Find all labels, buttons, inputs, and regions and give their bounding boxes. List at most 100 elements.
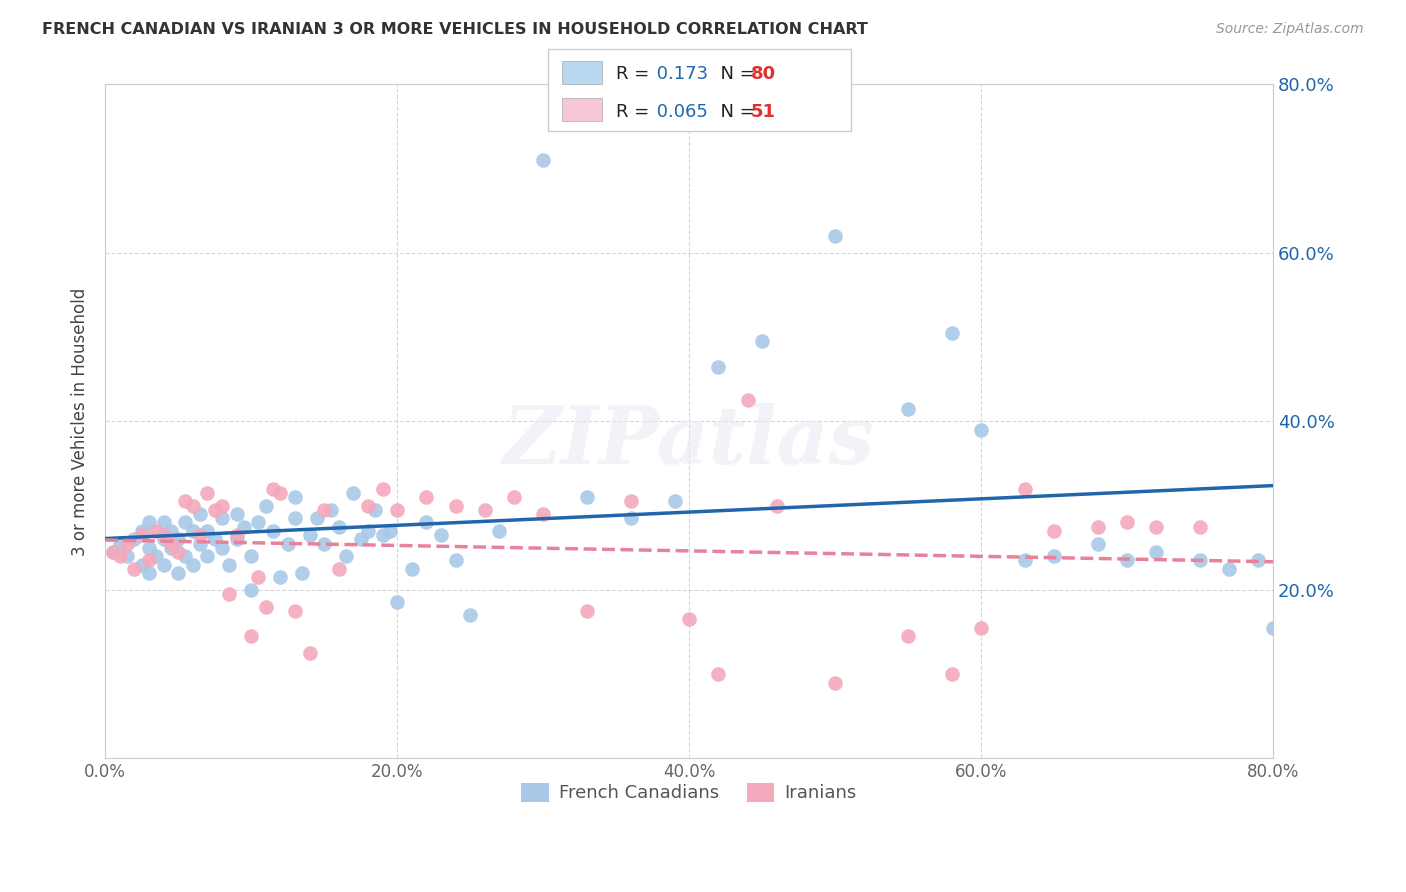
Point xyxy=(488,524,510,538)
Point xyxy=(101,545,124,559)
Point xyxy=(1043,524,1066,538)
Point xyxy=(284,511,307,525)
Point xyxy=(152,528,174,542)
Point xyxy=(897,629,920,643)
Point xyxy=(108,536,131,550)
Point xyxy=(101,545,124,559)
Point xyxy=(1014,482,1036,496)
Point xyxy=(342,486,364,500)
Text: N =: N = xyxy=(709,103,761,120)
Point xyxy=(305,511,328,525)
Point xyxy=(211,511,233,525)
Point xyxy=(531,153,554,168)
Point xyxy=(1043,549,1066,564)
Point xyxy=(131,528,153,542)
Point xyxy=(371,528,394,542)
Point xyxy=(314,536,336,550)
Point xyxy=(458,608,481,623)
Point xyxy=(115,549,138,564)
Point xyxy=(328,519,350,533)
Point xyxy=(152,558,174,572)
Point xyxy=(188,528,211,542)
Point xyxy=(181,558,204,572)
Point xyxy=(291,566,314,580)
Point xyxy=(707,359,730,374)
Point xyxy=(897,401,920,416)
Point xyxy=(145,524,167,538)
Point xyxy=(160,536,183,550)
Point xyxy=(970,423,993,437)
Point xyxy=(160,541,183,555)
Point xyxy=(415,490,437,504)
Point xyxy=(131,524,153,538)
Point xyxy=(131,558,153,572)
Point xyxy=(824,675,846,690)
Point xyxy=(357,524,380,538)
Point xyxy=(232,519,254,533)
Y-axis label: 3 or more Vehicles in Household: 3 or more Vehicles in Household xyxy=(72,287,89,556)
Point xyxy=(138,516,160,530)
Point xyxy=(204,533,226,547)
Point xyxy=(430,528,453,542)
Point xyxy=(1087,536,1109,550)
Point xyxy=(197,524,219,538)
Point xyxy=(240,629,263,643)
Point xyxy=(503,490,526,504)
Point xyxy=(124,562,146,576)
Point xyxy=(1144,519,1167,533)
Point xyxy=(350,533,373,547)
Text: R =: R = xyxy=(616,65,655,83)
Text: FRENCH CANADIAN VS IRANIAN 3 OR MORE VEHICLES IN HOUSEHOLD CORRELATION CHART: FRENCH CANADIAN VS IRANIAN 3 OR MORE VEH… xyxy=(42,22,868,37)
Point xyxy=(240,549,263,564)
Point xyxy=(284,490,307,504)
Point xyxy=(247,516,270,530)
Text: R =: R = xyxy=(616,103,655,120)
Point xyxy=(371,482,394,496)
Point xyxy=(225,533,247,547)
Point xyxy=(765,499,787,513)
Point xyxy=(218,558,240,572)
Point xyxy=(174,494,197,508)
Text: 0.173: 0.173 xyxy=(651,65,709,83)
Point xyxy=(277,536,299,550)
Point xyxy=(211,541,233,555)
Point xyxy=(262,524,284,538)
Point xyxy=(575,490,598,504)
Text: 51: 51 xyxy=(751,103,776,120)
Point xyxy=(474,503,496,517)
Legend: French Canadians, Iranians: French Canadians, Iranians xyxy=(510,772,868,814)
Point xyxy=(1144,545,1167,559)
Point xyxy=(678,612,700,626)
Point xyxy=(197,486,219,500)
Point xyxy=(444,499,467,513)
Point xyxy=(181,524,204,538)
Point xyxy=(1189,519,1212,533)
Point xyxy=(751,334,773,349)
Point xyxy=(174,516,197,530)
Point xyxy=(269,486,291,500)
Text: ZIPatlas: ZIPatlas xyxy=(503,403,875,481)
Point xyxy=(167,533,190,547)
Point xyxy=(1116,553,1139,567)
Point xyxy=(378,524,401,538)
Point xyxy=(364,503,387,517)
Point xyxy=(1014,553,1036,567)
Point xyxy=(1218,562,1240,576)
Point xyxy=(444,553,467,567)
Point xyxy=(138,541,160,555)
Point xyxy=(620,511,643,525)
Point xyxy=(575,604,598,618)
Point xyxy=(335,549,357,564)
Point xyxy=(707,667,730,681)
Point xyxy=(167,566,190,580)
Point xyxy=(824,229,846,244)
Point xyxy=(174,549,197,564)
Point xyxy=(1116,516,1139,530)
Point xyxy=(401,562,423,576)
Point xyxy=(152,533,174,547)
Point xyxy=(225,507,247,521)
Point xyxy=(211,499,233,513)
Point xyxy=(240,582,263,597)
Point xyxy=(225,528,247,542)
Point xyxy=(284,604,307,618)
